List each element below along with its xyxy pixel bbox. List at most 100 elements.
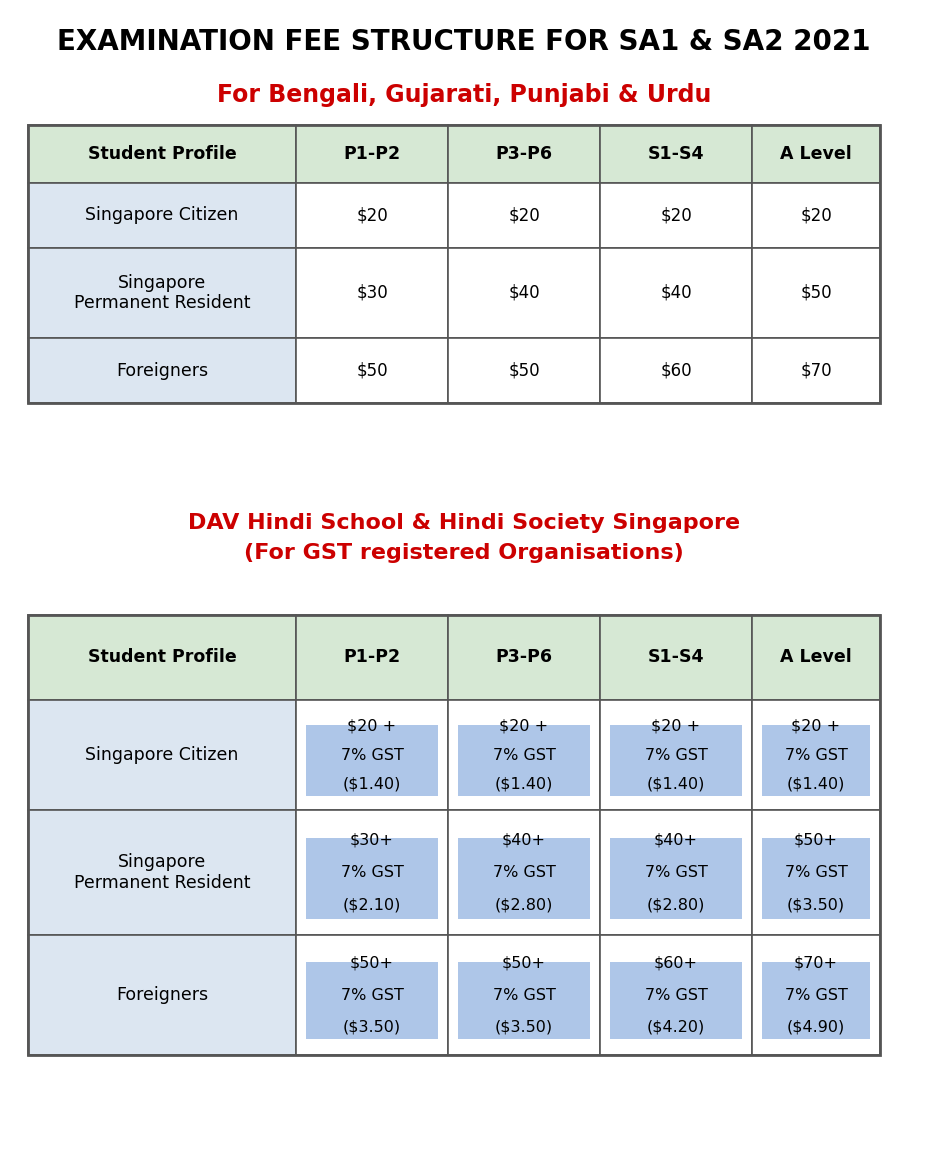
Bar: [600, 810, 751, 935]
Text: DAV Hindi School & Hindi Society Singapore
(For GST registered Organisations): DAV Hindi School & Hindi Society Singapo…: [188, 513, 739, 562]
Text: $30: $30: [356, 284, 387, 302]
Text: $20 +: $20 +: [791, 719, 840, 734]
Bar: [28, 125, 296, 183]
Bar: [296, 615, 448, 700]
Bar: [296, 125, 448, 183]
Bar: [448, 810, 600, 935]
Text: Foreigners: Foreigners: [116, 986, 208, 1004]
Text: ($3.50): ($3.50): [343, 1019, 400, 1034]
Bar: [296, 183, 448, 248]
Text: 7% GST: 7% GST: [492, 748, 555, 762]
Bar: [28, 248, 296, 338]
Text: EXAMINATION FEE STRUCTURE FOR SA1 & SA2 2021: EXAMINATION FEE STRUCTURE FOR SA1 & SA2 …: [57, 28, 870, 56]
Text: A Level: A Level: [780, 145, 851, 163]
Bar: [28, 700, 296, 810]
Bar: [448, 183, 600, 248]
Text: Student Profile: Student Profile: [87, 649, 236, 667]
Bar: [458, 838, 590, 919]
Text: 7% GST: 7% GST: [644, 988, 706, 1003]
Text: A Level: A Level: [780, 649, 851, 667]
Bar: [296, 700, 448, 810]
Text: Singapore
Permanent Resident: Singapore Permanent Resident: [73, 274, 250, 313]
Bar: [448, 615, 600, 700]
Text: $50+: $50+: [502, 956, 545, 971]
Bar: [458, 961, 590, 1040]
Text: $20: $20: [508, 207, 540, 224]
Bar: [751, 183, 879, 248]
Bar: [600, 125, 751, 183]
Bar: [28, 183, 296, 248]
Text: 7% GST: 7% GST: [644, 865, 706, 880]
Text: $40+: $40+: [502, 833, 545, 848]
Text: ($3.50): ($3.50): [786, 898, 844, 913]
Bar: [761, 961, 870, 1040]
Text: Student Profile: Student Profile: [87, 145, 236, 163]
Bar: [28, 338, 296, 402]
Text: ($1.40): ($1.40): [786, 776, 844, 791]
Bar: [600, 615, 751, 700]
Text: $20: $20: [659, 207, 692, 224]
Bar: [28, 810, 296, 935]
Bar: [600, 183, 751, 248]
Text: 7% GST: 7% GST: [340, 865, 403, 880]
Text: 7% GST: 7% GST: [783, 988, 846, 1003]
Text: $50: $50: [799, 284, 831, 302]
Bar: [751, 248, 879, 338]
Bar: [600, 935, 751, 1055]
Bar: [600, 700, 751, 810]
Text: ($1.40): ($1.40): [494, 776, 552, 791]
Text: $20: $20: [799, 207, 831, 224]
Text: $60+: $60+: [654, 956, 697, 971]
Bar: [448, 338, 600, 402]
Bar: [306, 961, 438, 1040]
Bar: [448, 700, 600, 810]
Bar: [28, 615, 879, 1055]
Text: ($2.10): ($2.10): [342, 898, 400, 913]
Text: $20 +: $20 +: [499, 719, 548, 734]
Bar: [448, 248, 600, 338]
Text: $20 +: $20 +: [651, 719, 700, 734]
Bar: [761, 838, 870, 919]
Text: ($4.20): ($4.20): [646, 1019, 705, 1034]
Text: Singapore
Permanent Resident: Singapore Permanent Resident: [73, 853, 250, 892]
Bar: [296, 810, 448, 935]
Text: P3-P6: P3-P6: [495, 145, 552, 163]
Bar: [458, 724, 590, 796]
Text: S1-S4: S1-S4: [647, 145, 704, 163]
Text: P1-P2: P1-P2: [343, 145, 400, 163]
Bar: [751, 935, 879, 1055]
Text: 7% GST: 7% GST: [340, 988, 403, 1003]
Bar: [28, 935, 296, 1055]
Text: $50+: $50+: [349, 956, 394, 971]
Text: S1-S4: S1-S4: [647, 649, 704, 667]
Bar: [306, 838, 438, 919]
Text: $20: $20: [356, 207, 387, 224]
Bar: [609, 961, 742, 1040]
Text: ($3.50): ($3.50): [494, 1019, 552, 1034]
Text: P3-P6: P3-P6: [495, 649, 552, 667]
Bar: [296, 935, 448, 1055]
Bar: [448, 125, 600, 183]
Bar: [28, 615, 296, 700]
Text: ($1.40): ($1.40): [342, 776, 400, 791]
Text: $50: $50: [508, 361, 540, 380]
Text: ($1.40): ($1.40): [646, 776, 705, 791]
Bar: [306, 724, 438, 796]
Bar: [600, 338, 751, 402]
Bar: [761, 724, 870, 796]
Bar: [28, 125, 879, 402]
Text: Foreigners: Foreigners: [116, 361, 208, 380]
Text: $40+: $40+: [654, 833, 697, 848]
Text: 7% GST: 7% GST: [783, 748, 846, 762]
Bar: [448, 935, 600, 1055]
Bar: [296, 248, 448, 338]
Text: $20 +: $20 +: [347, 719, 396, 734]
Text: 7% GST: 7% GST: [644, 748, 706, 762]
Text: P1-P2: P1-P2: [343, 649, 400, 667]
Text: ($4.90): ($4.90): [786, 1019, 844, 1034]
Text: $40: $40: [659, 284, 691, 302]
Text: ($2.80): ($2.80): [646, 898, 705, 913]
Text: Singapore Citizen: Singapore Citizen: [85, 746, 238, 764]
Text: $70: $70: [799, 361, 831, 380]
Bar: [751, 810, 879, 935]
